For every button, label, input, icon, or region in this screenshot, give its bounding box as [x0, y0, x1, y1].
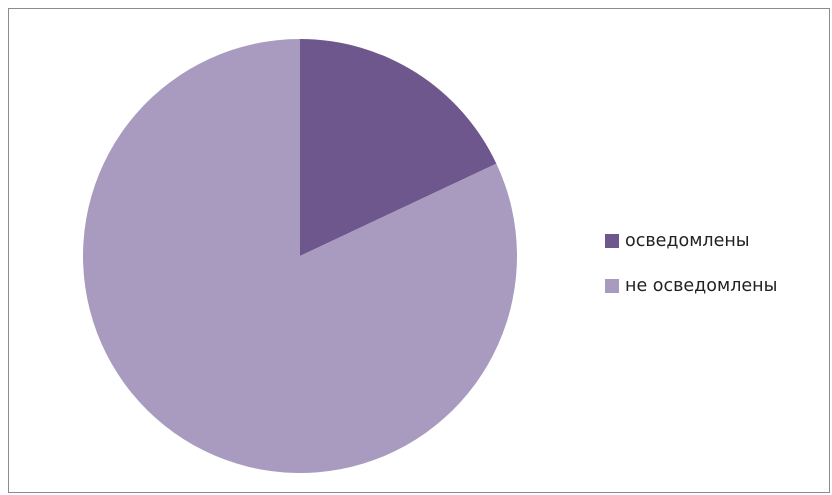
chart-area: осведомлены не осведомлены — [8, 8, 830, 493]
legend-item-not-informed: не осведомлены — [605, 276, 777, 296]
pie-slices — [83, 39, 518, 474]
legend-swatch-not-informed — [605, 279, 619, 293]
pie-slice-informed — [300, 39, 497, 256]
legend-label-not-informed: не осведомлены — [625, 276, 778, 296]
pie-chart — [83, 39, 518, 474]
legend-label-informed: осведомлены — [625, 231, 750, 251]
legend-swatch-informed — [605, 234, 619, 248]
legend-item-informed: осведомлены — [605, 231, 777, 251]
legend: осведомлены не осведомлены — [605, 231, 777, 321]
pie-slice-not-informed — [83, 39, 518, 474]
